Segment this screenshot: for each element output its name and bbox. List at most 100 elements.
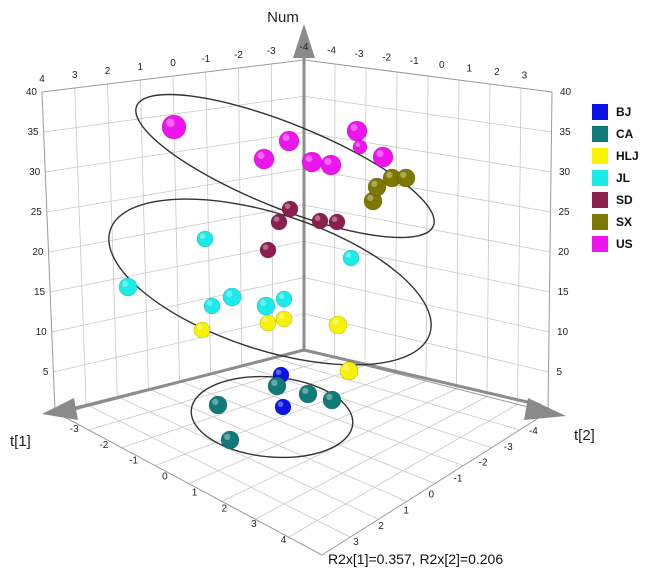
point-highlight [326, 393, 333, 400]
tick-top-right: 3 [522, 70, 528, 81]
point-us [320, 154, 342, 176]
legend-swatch-ca [592, 126, 608, 142]
tick-num-right: 5 [557, 367, 563, 378]
point-sd [311, 212, 329, 230]
point-highlight [271, 379, 278, 386]
tick-top-left: 0 [170, 58, 176, 69]
point-ca [322, 390, 342, 410]
point-highlight [278, 293, 285, 300]
legend-swatch-sd [592, 192, 608, 208]
tick-t2: -1 [454, 474, 463, 485]
tick-num-left: 15 [34, 287, 46, 298]
point-ca [220, 430, 240, 450]
point-ca [208, 395, 228, 415]
point-sd [259, 241, 277, 259]
point-sd [281, 200, 299, 218]
legend: BJ CA HLJ JL SD SX US [592, 104, 639, 252]
point-highlight [262, 317, 269, 324]
point-ca [298, 384, 318, 404]
legend-swatch-hlj [592, 148, 608, 164]
point-highlight [275, 369, 282, 376]
grid [41, 59, 553, 556]
tick-top-right: -1 [410, 56, 419, 67]
point-highlight [262, 244, 269, 250]
point-highlight [273, 216, 280, 222]
point-highlight [355, 142, 361, 147]
tick-t2: 3 [353, 537, 359, 548]
tick-num-right: 20 [558, 247, 570, 258]
tick-t1: 2 [221, 503, 227, 514]
point-highlight [331, 216, 338, 222]
point-highlight [257, 152, 265, 159]
tick-num-left: 25 [31, 207, 43, 218]
legend-swatch-us [592, 236, 608, 252]
point-highlight [343, 364, 350, 371]
tick-num-right: 40 [560, 87, 572, 98]
legend-label-bj: BJ [616, 105, 631, 119]
tick-num-right: 10 [557, 327, 569, 338]
tick-t2: -2 [479, 458, 488, 469]
point-jl [275, 290, 293, 308]
tick-top-right: 1 [467, 63, 473, 74]
point-highlight [277, 401, 284, 408]
tick-num-left: 5 [43, 367, 49, 378]
point-highlight [314, 215, 321, 221]
tick-num-right: 35 [560, 127, 572, 138]
point-highlight [226, 290, 233, 297]
point-sd [270, 213, 288, 231]
tick-top-left: -2 [234, 50, 243, 61]
tick-t2: 2 [378, 521, 384, 532]
point-highlight [206, 300, 213, 307]
tick-t1: 3 [251, 519, 257, 530]
tick-t2: 1 [403, 505, 409, 516]
point-jl [256, 296, 276, 316]
point-jl [118, 277, 138, 297]
point-us [253, 148, 275, 170]
point-highlight [350, 124, 358, 131]
legend-label-jl: JL [616, 171, 630, 185]
tick-t1: 0 [162, 472, 168, 483]
point-highlight [400, 171, 407, 179]
group-ellipse-1 [135, 93, 435, 239]
point-highlight [371, 180, 378, 188]
legend-label-hlj: HLJ [616, 149, 639, 163]
tick-top-left: -1 [201, 54, 210, 65]
point-highlight [386, 171, 393, 179]
point-highlight [376, 150, 384, 157]
point-us [352, 139, 368, 155]
point-us [278, 130, 300, 152]
point-jl [342, 249, 360, 267]
point-highlight [212, 398, 219, 405]
tick-top-left: 1 [137, 62, 143, 73]
point-highlight [166, 118, 175, 128]
legend-label-ca: CA [616, 127, 634, 141]
tick-num-left: 40 [26, 87, 38, 98]
point-sx [396, 168, 416, 188]
tick-top-left: 4 [39, 74, 45, 85]
point-highlight [278, 313, 285, 320]
point-sd [328, 213, 346, 231]
tick-top-right: -4 [327, 46, 336, 57]
axis-title-t2: t[2] [574, 427, 595, 444]
point-highlight [305, 155, 313, 162]
axes [42, 24, 566, 420]
tick-t1: -1 [129, 456, 138, 467]
point-us [346, 120, 368, 142]
legend-label-us: US [616, 237, 633, 251]
group-ellipse-2 [108, 198, 432, 366]
tick-top-left: -3 [267, 46, 276, 57]
point-highlight [282, 134, 290, 141]
point-jl [222, 287, 242, 307]
point-highlight [302, 387, 309, 394]
tick-num-right: 15 [558, 287, 570, 298]
point-hlj [275, 310, 293, 328]
point-hlj [259, 314, 277, 332]
point-highlight [122, 280, 129, 287]
legend-label-sd: SD [616, 193, 633, 207]
point-sx [367, 177, 387, 197]
tick-t1: 4 [281, 535, 287, 546]
point-highlight [260, 299, 267, 306]
tick-t1: -3 [70, 424, 79, 435]
